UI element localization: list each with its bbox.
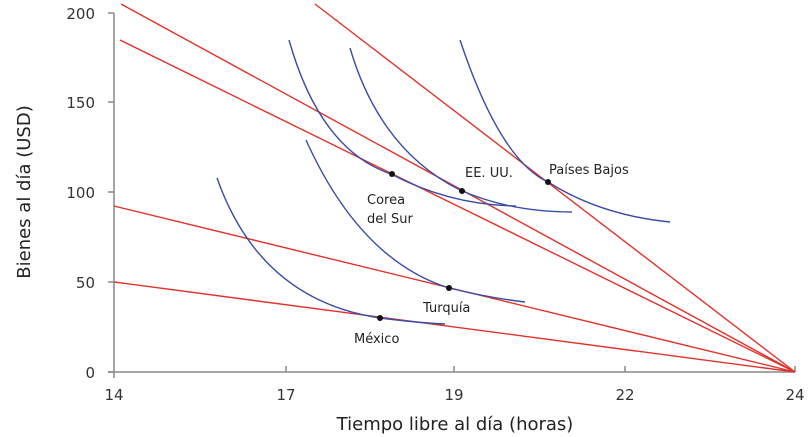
ic-turquia — [305, 139, 526, 303]
budget-line-mexico — [113, 281, 796, 373]
y-axis — [108, 12, 115, 373]
svg-text:México: México — [354, 332, 399, 347]
point-corea — [389, 171, 395, 177]
budget-lines — [113, 3, 796, 373]
svg-text:Corea: Corea — [367, 193, 405, 208]
point-labels: Países Bajos EE. UU. Corea del Sur Turqu… — [354, 163, 629, 347]
budget-line-paises-bajos — [314, 3, 796, 373]
ic-mexico — [216, 177, 446, 325]
svg-text:100: 100 — [66, 184, 95, 202]
x-axis — [108, 366, 796, 378]
svg-text:200: 200 — [66, 5, 95, 23]
point-eeuu — [459, 188, 465, 194]
x-axis-label: Tiempo libre al día (horas) — [336, 414, 574, 435]
svg-text:Países Bajos: Países Bajos — [549, 163, 629, 178]
svg-text:14: 14 — [104, 386, 123, 404]
svg-text:50: 50 — [76, 274, 95, 292]
svg-text:del Sur: del Sur — [367, 212, 413, 227]
point-mexico — [377, 315, 383, 321]
svg-text:17: 17 — [276, 386, 295, 404]
ic-paises-bajos — [459, 39, 671, 223]
ic-eeuu — [349, 47, 573, 213]
svg-text:22: 22 — [615, 386, 634, 404]
svg-text:0: 0 — [85, 364, 95, 382]
svg-text:EE. UU.: EE. UU. — [465, 166, 513, 181]
y-tick-labels: 200 150 100 50 0 — [66, 5, 95, 382]
svg-text:24: 24 — [785, 386, 804, 404]
point-paises-bajos — [545, 179, 551, 185]
x-tick-labels: 14 17 19 22 24 — [104, 386, 804, 404]
data-points — [377, 171, 551, 321]
ic-corea — [288, 39, 517, 207]
svg-text:150: 150 — [66, 94, 95, 112]
svg-text:19: 19 — [444, 386, 463, 404]
budget-line-eeuu — [120, 3, 796, 373]
svg-text:Turquía: Turquía — [422, 301, 470, 316]
budget-line-corea — [119, 39, 796, 373]
y-axis-label: Bienes al día (USD) — [14, 105, 35, 278]
point-turquia — [446, 285, 452, 291]
indifference-curves — [216, 39, 671, 325]
